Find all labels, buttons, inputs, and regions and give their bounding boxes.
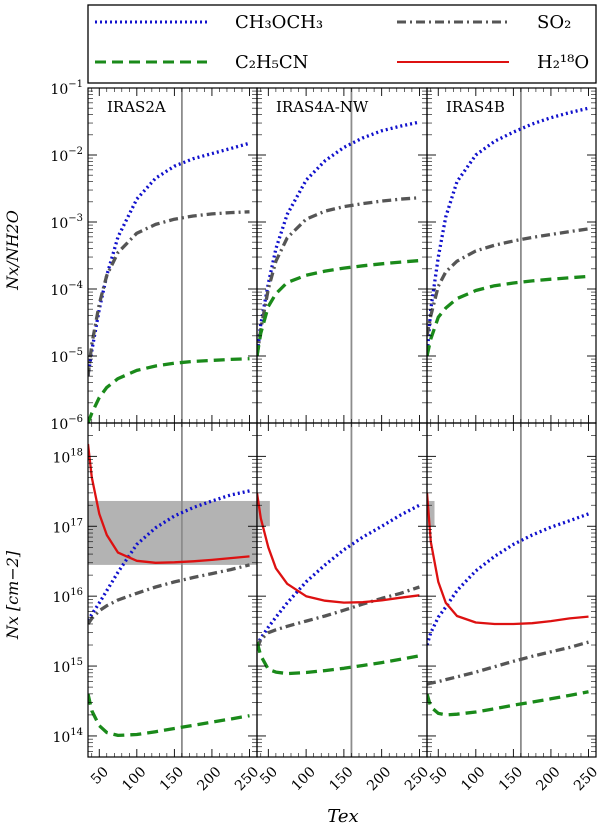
x-tick-label: 250 — [232, 764, 262, 794]
series-CH3OCH3-IRAS2A-top — [88, 141, 250, 377]
x-tick-label: 100 — [458, 764, 488, 794]
series-CH3OCH3-IRAS4B-bottom — [427, 512, 590, 646]
y-tick-label: 1018 — [52, 447, 83, 466]
series-SO2-IRAS4A-NW-bottom — [257, 585, 420, 649]
series-SO2-IRAS4B-bottom — [427, 640, 589, 686]
panel-frame — [87, 87, 258, 424]
axis-labels: Tex Nx/NH2O Nx [cm−2] — [3, 210, 359, 827]
legend-item-C2H5CN: C₂H₅CN — [95, 52, 308, 73]
panel-IRAS2A-top: IRAS2A — [87, 87, 258, 424]
series-CH3OCH3-IRAS4A-NW-top — [257, 120, 420, 357]
y-tick-label: 10−1 — [50, 79, 83, 98]
legend-label-SO2: SO₂ — [537, 12, 571, 33]
panel-frame — [256, 422, 428, 758]
y-tick-label: 10−5 — [50, 347, 83, 366]
y-tick-label: 10−4 — [50, 280, 83, 299]
series-C2H5CN-IRAS4B-bottom — [427, 690, 589, 717]
x-tick-label: 200 — [364, 764, 394, 794]
observed-range-box — [427, 500, 435, 527]
x-tick-label: 200 — [533, 764, 563, 794]
panel-IRAS2A-bottom — [87, 422, 258, 758]
x-tick-label: 150 — [496, 764, 526, 794]
series-H218O-IRAS2A-bottom — [88, 443, 250, 564]
x-tick-label: 50 — [88, 764, 112, 788]
x-tick-label: 250 — [571, 764, 600, 794]
legend-item-SO2: SO₂ — [397, 12, 571, 33]
x-tick-label: 150 — [326, 764, 356, 794]
series-C2H5CN-IRAS4A-NW-bottom — [257, 641, 420, 676]
series-C2H5CN-IRAS2A-bottom — [88, 693, 250, 738]
legend-box — [87, 4, 597, 84]
panel-IRAS4B-bottom — [426, 422, 597, 758]
x-tick-label: 150 — [157, 764, 187, 794]
series-H218O-IRAS4B-bottom — [427, 492, 589, 626]
y-tick-label: 1017 — [52, 517, 83, 536]
x-tick-label: 250 — [402, 764, 432, 794]
plot-grid: IRAS2A 10−6 10−5 10−4 10−3 10−2 10−1 1014 1015 10… — [50, 79, 600, 794]
x-tick-label: 200 — [194, 764, 224, 794]
x-tick-label: 100 — [289, 764, 319, 794]
series-CH3OCH3-IRAS2A-bottom — [88, 489, 250, 622]
observed-range-box — [88, 500, 257, 565]
panel-frame — [87, 422, 258, 758]
panel-label-IRAS4A-NW: IRAS4A-NW — [276, 98, 369, 116]
y-tick-label: 1015 — [52, 657, 83, 676]
series-CH3OCH3-IRAS4B-top — [427, 106, 589, 357]
y-axis-label-column: Nx [cm−2] — [3, 550, 22, 640]
series-H218O-IRAS4A-NW-bottom — [257, 492, 420, 604]
panel-frame — [426, 422, 597, 758]
panel-IRAS4A-NW-top: IRAS4A-NW — [256, 87, 428, 424]
series-C2H5CN-IRAS2A-top — [88, 357, 250, 423]
x-tick-label: 50 — [427, 764, 451, 788]
y-tick-label: 10−6 — [50, 414, 83, 433]
panel-IRAS4A-NW-bottom — [256, 422, 428, 758]
legend: CH₃OCH₃ SO₂ C₂H₅CN H₂¹⁸O — [87, 4, 597, 84]
y-tick-label: 10−2 — [50, 146, 83, 165]
panel-label-IRAS4B: IRAS4B — [446, 98, 505, 116]
legend-label-H218O: H₂¹⁸O — [537, 52, 589, 73]
y-tick-label: 10−3 — [50, 213, 83, 232]
legend-item-H218O: H₂¹⁸O — [397, 52, 589, 73]
series-SO2-IRAS2A-top — [88, 210, 250, 377]
series-SO2-IRAS4A-NW-top — [257, 196, 420, 357]
y-tick-label: 1016 — [52, 587, 83, 606]
series-C2H5CN-IRAS4A-NW-top — [257, 258, 420, 357]
x-axis-label: Tex — [327, 806, 358, 827]
x-tick-label: 50 — [257, 764, 281, 788]
legend-label-CH3OCH3: CH₃OCH₃ — [235, 12, 323, 33]
panel-label-IRAS2A: IRAS2A — [107, 98, 166, 116]
y-tick-label: 1014 — [52, 727, 83, 746]
x-tick-label: 100 — [119, 764, 149, 794]
panel-frame — [426, 87, 597, 424]
panel-frame — [256, 87, 428, 424]
series-SO2-IRAS2A-bottom — [88, 563, 250, 625]
legend-label-C2H5CN: C₂H₅CN — [235, 52, 308, 73]
panel-IRAS4B-top: IRAS4B — [426, 87, 597, 424]
series-SO2-IRAS4B-top — [427, 227, 589, 337]
legend-item-CH3OCH3: CH₃OCH₃ — [95, 12, 323, 33]
y-axis-label-ratio: Nx/NH2O — [3, 210, 22, 291]
series-C2H5CN-IRAS4B-top — [427, 274, 589, 357]
